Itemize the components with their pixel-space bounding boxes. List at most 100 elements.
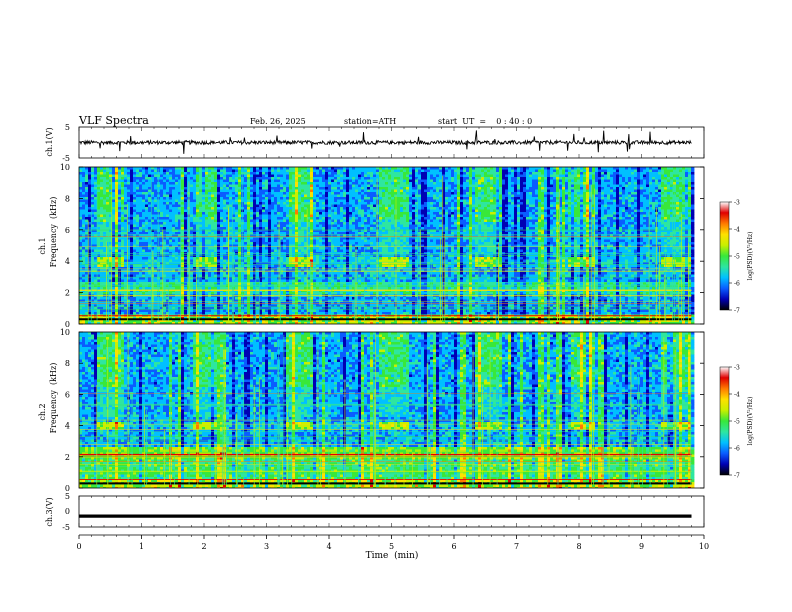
spectrogram-cell <box>112 202 116 205</box>
spectrogram-cell <box>112 174 116 178</box>
spectrogram-cell <box>151 174 155 178</box>
spectrogram-cell <box>154 247 158 250</box>
spectrogram-cell <box>283 242 287 245</box>
spectrogram-cell <box>277 292 281 295</box>
spectrogram-cell <box>229 174 233 178</box>
spectrogram-cell <box>130 267 134 270</box>
spectrogram-cell <box>154 204 158 208</box>
spectrogram-cell <box>106 214 110 218</box>
spectrogram-cell <box>163 177 167 180</box>
spectrogram-cell <box>94 177 98 180</box>
spectrogram-cell <box>184 249 188 253</box>
spectrogram-cell <box>178 309 182 313</box>
spectrogram-cell <box>271 177 275 180</box>
spectrogram-cell <box>193 214 197 218</box>
spectrogram-cell <box>226 224 230 228</box>
spectrogram-cell <box>298 177 302 180</box>
spectrogram-cell <box>226 287 230 290</box>
spectrogram-cell <box>241 322 245 324</box>
spectrogram-cell <box>136 254 140 258</box>
spectrogram-cell <box>262 289 266 293</box>
spectrogram-cell <box>106 247 110 250</box>
spectrogram-cell <box>172 219 176 223</box>
spectrogram-cell <box>199 322 203 324</box>
spectrogram-cell <box>136 259 140 263</box>
spectrogram-cell <box>208 279 212 283</box>
spectrogram-cell <box>274 217 278 220</box>
spectrogram-cell <box>220 217 224 220</box>
spectrogram-cell <box>130 272 134 275</box>
spectrogram-cell <box>295 292 299 295</box>
spectrogram-cell <box>112 207 116 210</box>
spectrogram-cell <box>220 309 224 313</box>
spectrogram-cell <box>160 299 164 303</box>
spectrogram-cell <box>274 312 278 315</box>
spectrogram-cell <box>136 274 140 278</box>
spectrogram-cell <box>172 262 176 265</box>
spectrogram-cell <box>148 232 152 235</box>
spectrogram-cell <box>289 304 293 308</box>
spectrogram-cell <box>172 244 176 248</box>
spectrogram-cell <box>271 229 275 233</box>
spectrogram-cell <box>151 229 155 233</box>
spectrogram-cell <box>97 297 101 300</box>
spectrogram-cell <box>292 197 296 200</box>
spectrogram-cell <box>295 254 299 258</box>
spectrogram-cell <box>280 194 284 198</box>
spectrogram-cell <box>265 319 269 323</box>
spectrogram-cell <box>172 172 176 175</box>
spectrogram-cell <box>205 182 209 185</box>
spectrogram-cell <box>103 174 107 178</box>
spectrogram-cell <box>178 174 182 178</box>
spectrogram-cell <box>217 307 221 310</box>
spectrogram-cell <box>109 264 113 268</box>
spectrogram-cell <box>238 257 242 260</box>
spectrogram-cell <box>286 254 290 258</box>
spectrogram-cell <box>94 202 98 205</box>
spectrogram-cell <box>217 184 221 188</box>
spectrogram-cell <box>193 244 197 248</box>
spectrogram-cell <box>211 319 215 323</box>
spectrogram-cell <box>295 274 299 278</box>
spectrogram-cell <box>199 237 203 240</box>
spectrogram-cell <box>244 184 248 188</box>
spectrogram-cell <box>79 287 83 290</box>
spectrogram-cell <box>277 244 281 248</box>
spectrogram-cell <box>265 177 269 180</box>
spectrogram-cell <box>268 224 272 228</box>
spectrogram-cell <box>199 289 203 293</box>
spectrogram-cell <box>175 202 179 205</box>
spectrogram-cell <box>226 264 230 268</box>
spectrogram-cell <box>256 277 260 280</box>
spectrogram-cell <box>259 264 263 268</box>
spectrogram-cell <box>223 212 227 215</box>
spectrogram-cell <box>205 204 209 208</box>
spectrogram-cell <box>265 297 269 300</box>
spectrogram-cell <box>259 319 263 323</box>
spectrogram-cell <box>82 167 86 170</box>
spectrogram-cell <box>145 249 149 253</box>
spectrogram-cell <box>223 249 227 253</box>
spectrogram-cell <box>154 244 158 248</box>
spectrogram-cell <box>235 299 239 303</box>
spectrogram-cell <box>139 189 143 193</box>
spectrogram-cell <box>256 177 260 180</box>
spectrogram-cell <box>307 177 311 180</box>
spectrogram-cell <box>190 204 194 208</box>
spectrogram-cell <box>298 229 302 233</box>
spectrogram-cell <box>121 297 125 300</box>
spectrogram-cell <box>226 189 230 193</box>
spectrogram-cell <box>109 237 113 240</box>
spectrogram-cell <box>280 239 284 243</box>
spectrogram-cell <box>157 199 161 203</box>
spectrogram-cell <box>286 304 290 308</box>
spectrogram-cell <box>277 267 281 270</box>
spectrogram-cell <box>295 272 299 275</box>
spectrogram-cell <box>277 194 281 198</box>
spectrogram-cell <box>277 247 281 250</box>
spectrogram-cell <box>280 312 284 315</box>
spectrogram-cell <box>274 282 278 285</box>
spectrogram-cell <box>85 312 89 315</box>
spectrogram-cell <box>106 264 110 268</box>
spectrogram-cell <box>172 189 176 193</box>
